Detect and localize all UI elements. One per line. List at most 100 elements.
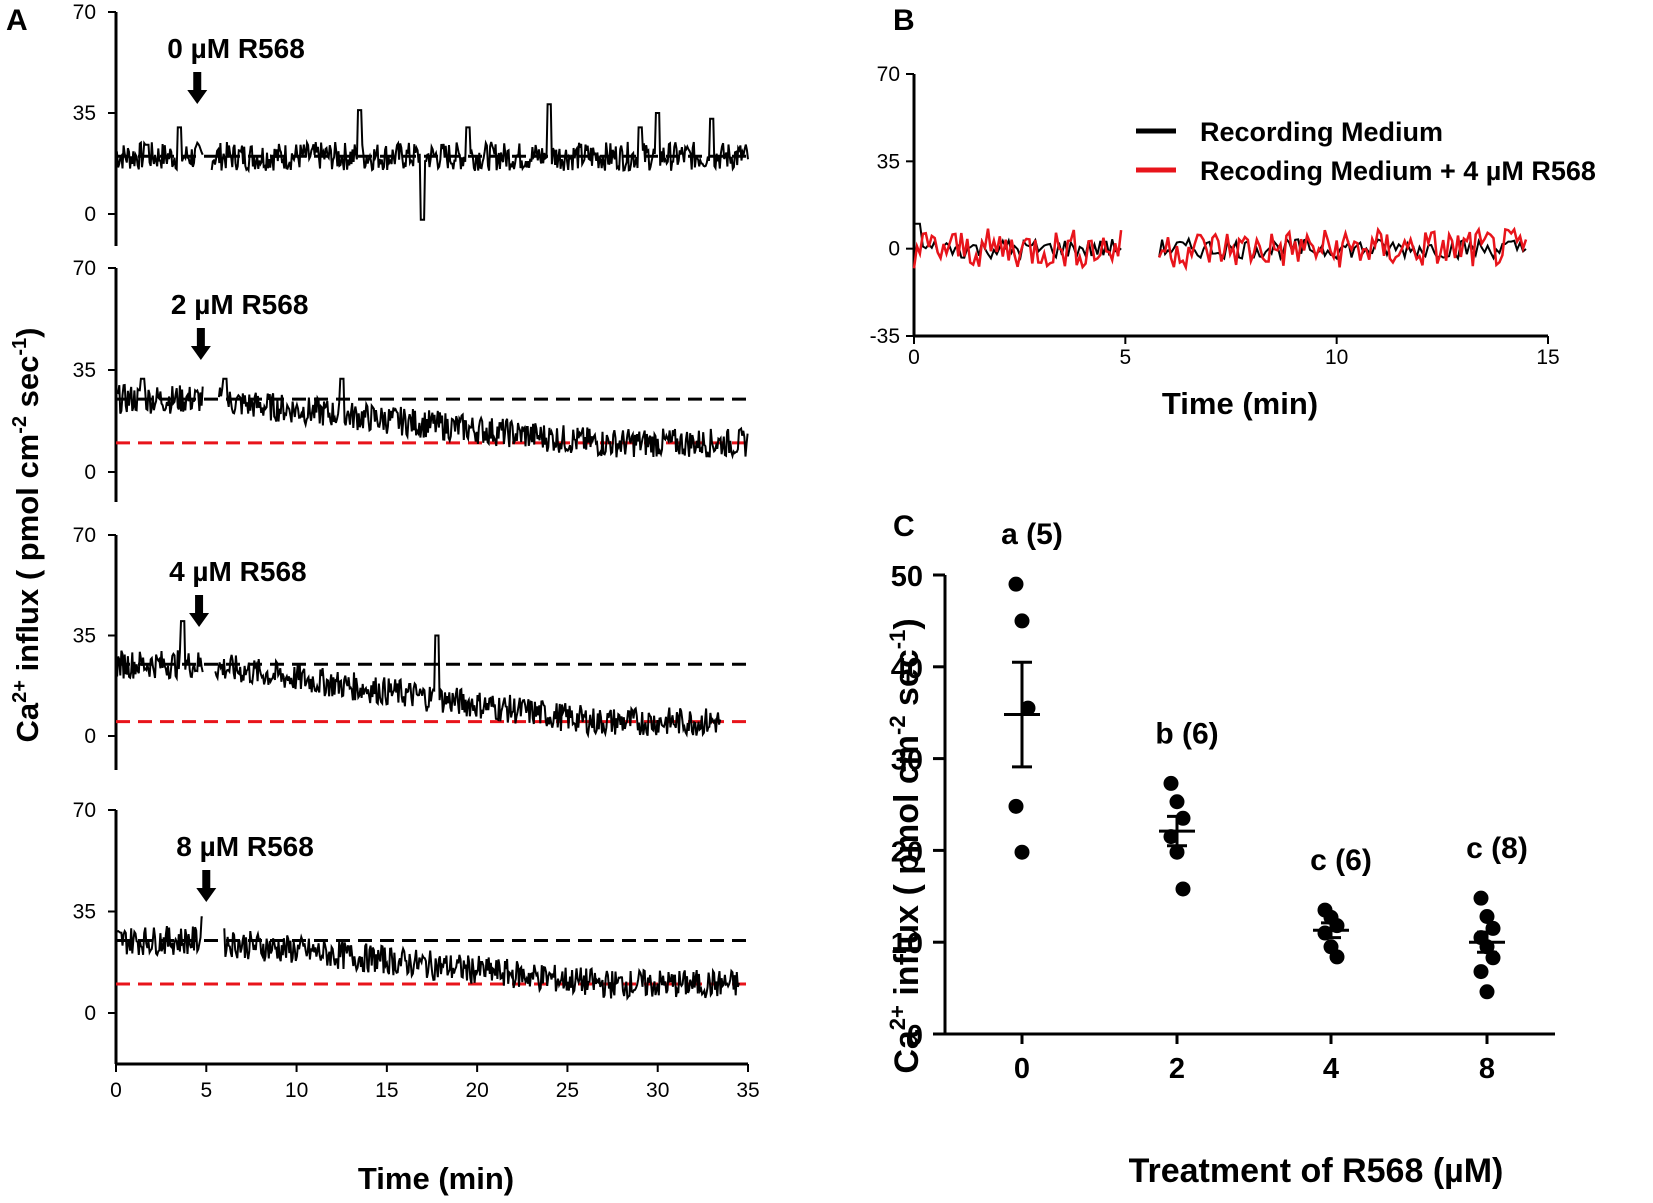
x-tick-label: 10	[285, 1079, 308, 1102]
data-point	[1479, 908, 1495, 924]
treatment-label: 0 µM R568	[167, 33, 305, 64]
y-tick-label: 0	[888, 238, 900, 261]
x-tick-label: 25	[556, 1079, 579, 1102]
y-tick-label: 10	[891, 928, 923, 960]
group-label: b (6)	[1155, 717, 1218, 750]
group-label: c (6)	[1310, 844, 1372, 877]
legend-label-recording-medium: Recording Medium	[1200, 117, 1443, 147]
panel-label-b: B	[893, 4, 915, 37]
x-tick-label: 2	[1169, 1053, 1185, 1085]
data-point	[1169, 794, 1185, 810]
y-tick-label: 50	[891, 561, 923, 593]
panel-label-a: A	[6, 4, 28, 37]
y-tick-label: 0	[84, 725, 96, 748]
x-tick-label: 5	[200, 1079, 212, 1102]
panel-a: 0 35 70 0 µM R568 0 35 70 2 µM R568 0 35 70 4 µM R5…	[73, 1, 749, 1064]
y-tick-label: 35	[73, 102, 96, 125]
trace-line	[214, 634, 722, 739]
group-label: a (5)	[1001, 518, 1063, 551]
y-tick-label: 70	[73, 799, 96, 822]
y-tick-label: 30	[891, 745, 923, 777]
y-tick-label: 70	[73, 257, 96, 280]
x-tick-label: 15	[1536, 346, 1559, 369]
y-tick-label: 0	[84, 1002, 96, 1025]
x-tick-label: 4	[1323, 1053, 1339, 1085]
y-tick-label: 35	[877, 150, 900, 173]
group-label: c (8)	[1466, 832, 1528, 865]
panel-a-ylabel: Ca2+ influx ( pmol cm-2 sec-1)	[9, 327, 45, 742]
data-point	[1014, 844, 1030, 860]
data-point	[1473, 890, 1489, 906]
y-tick-label: 70	[73, 524, 96, 547]
x-tick-label: 35	[736, 1079, 759, 1102]
x-tick-label: 15	[375, 1079, 398, 1102]
trace-line	[210, 103, 749, 221]
group-2: c (6)	[1310, 844, 1372, 965]
data-point	[1008, 576, 1024, 592]
x-tick-label: 8	[1479, 1053, 1495, 1085]
subplot-3: 0 35 70 8 µM R568	[73, 799, 748, 1064]
trace-line	[115, 916, 203, 958]
arrow-icon	[196, 870, 217, 902]
x-tick-label: 30	[646, 1079, 669, 1102]
treatment-label: 2 µM R568	[171, 289, 309, 320]
x-tick-label: 20	[465, 1079, 488, 1102]
data-point	[1479, 984, 1495, 1000]
subplot-2: 0 35 70 4 µM R568	[73, 524, 748, 770]
y-tick-label: 0	[84, 461, 96, 484]
y-tick-label: 20	[891, 836, 923, 868]
y-tick-label: 35	[73, 625, 96, 648]
data-point	[1473, 964, 1489, 980]
y-tick-label: 35	[73, 359, 96, 382]
data-point	[1175, 810, 1191, 826]
y-tick-label: 0	[907, 1020, 923, 1052]
panel-b-xlabel: Time (min)	[1162, 386, 1318, 421]
trace-line	[115, 126, 204, 172]
data-point	[1175, 881, 1191, 897]
y-tick-label: 35	[73, 901, 96, 924]
data-point	[1014, 613, 1030, 629]
subplot-1: 0 35 70 2 µM R568	[73, 257, 749, 502]
trace-line	[115, 620, 204, 682]
trace-line	[115, 377, 204, 414]
x-tick-label: 10	[1325, 346, 1348, 369]
panel-label-c: C	[893, 510, 915, 543]
panel-c: Ca2+ influx ( pmol cm-2 sec-1) Treatment…	[885, 518, 1555, 1190]
y-tick-label: 70	[73, 1, 96, 24]
legend-label-recording-medium-r568: Recoding Medium + 4 µM R568	[1200, 156, 1596, 186]
data-point	[1163, 775, 1179, 791]
panel-a-xaxis: Time (min) 0 5 10 15 20 25 30 35	[110, 1062, 760, 1196]
group-1: b (6)	[1155, 717, 1219, 897]
group-0: a (5)	[1001, 518, 1063, 860]
y-tick-label: 0	[84, 203, 96, 226]
group-3: c (8)	[1466, 832, 1528, 1000]
data-point	[1163, 829, 1179, 845]
arrow-icon	[190, 328, 211, 360]
arrow-icon	[187, 72, 208, 104]
panel-c-xlabel: Treatment of R568 (µM)	[1129, 1152, 1504, 1190]
series-line-1	[1157, 226, 1528, 272]
y-tick-label: 70	[877, 63, 900, 86]
x-tick-label: 0	[110, 1079, 122, 1102]
series-line-1	[912, 228, 1123, 270]
panel-c-ylabel: Ca2+ influx ( pmol cm-2 sec-1)	[885, 618, 926, 1073]
panel-b: Time (min) Recording Medium Recoding Med…	[870, 63, 1596, 421]
trace-line	[223, 928, 740, 1001]
treatment-label: 8 µM R568	[176, 831, 314, 862]
panel-a-xlabel: Time (min)	[358, 1161, 514, 1196]
x-tick-label: 5	[1119, 346, 1131, 369]
data-point	[1008, 798, 1024, 814]
data-point	[1020, 700, 1036, 716]
data-point	[1485, 950, 1501, 966]
subplot-0: 0 35 70 0 µM R568	[73, 1, 749, 246]
data-point	[1329, 949, 1345, 965]
x-tick-label: 0	[1014, 1053, 1030, 1085]
y-tick-label: 40	[891, 653, 923, 685]
treatment-label: 4 µM R568	[169, 556, 307, 587]
data-point	[1169, 844, 1185, 860]
y-tick-label: -35	[870, 325, 900, 348]
trace-line	[217, 377, 749, 460]
arrow-icon	[189, 595, 210, 627]
x-tick-label: 0	[908, 346, 920, 369]
